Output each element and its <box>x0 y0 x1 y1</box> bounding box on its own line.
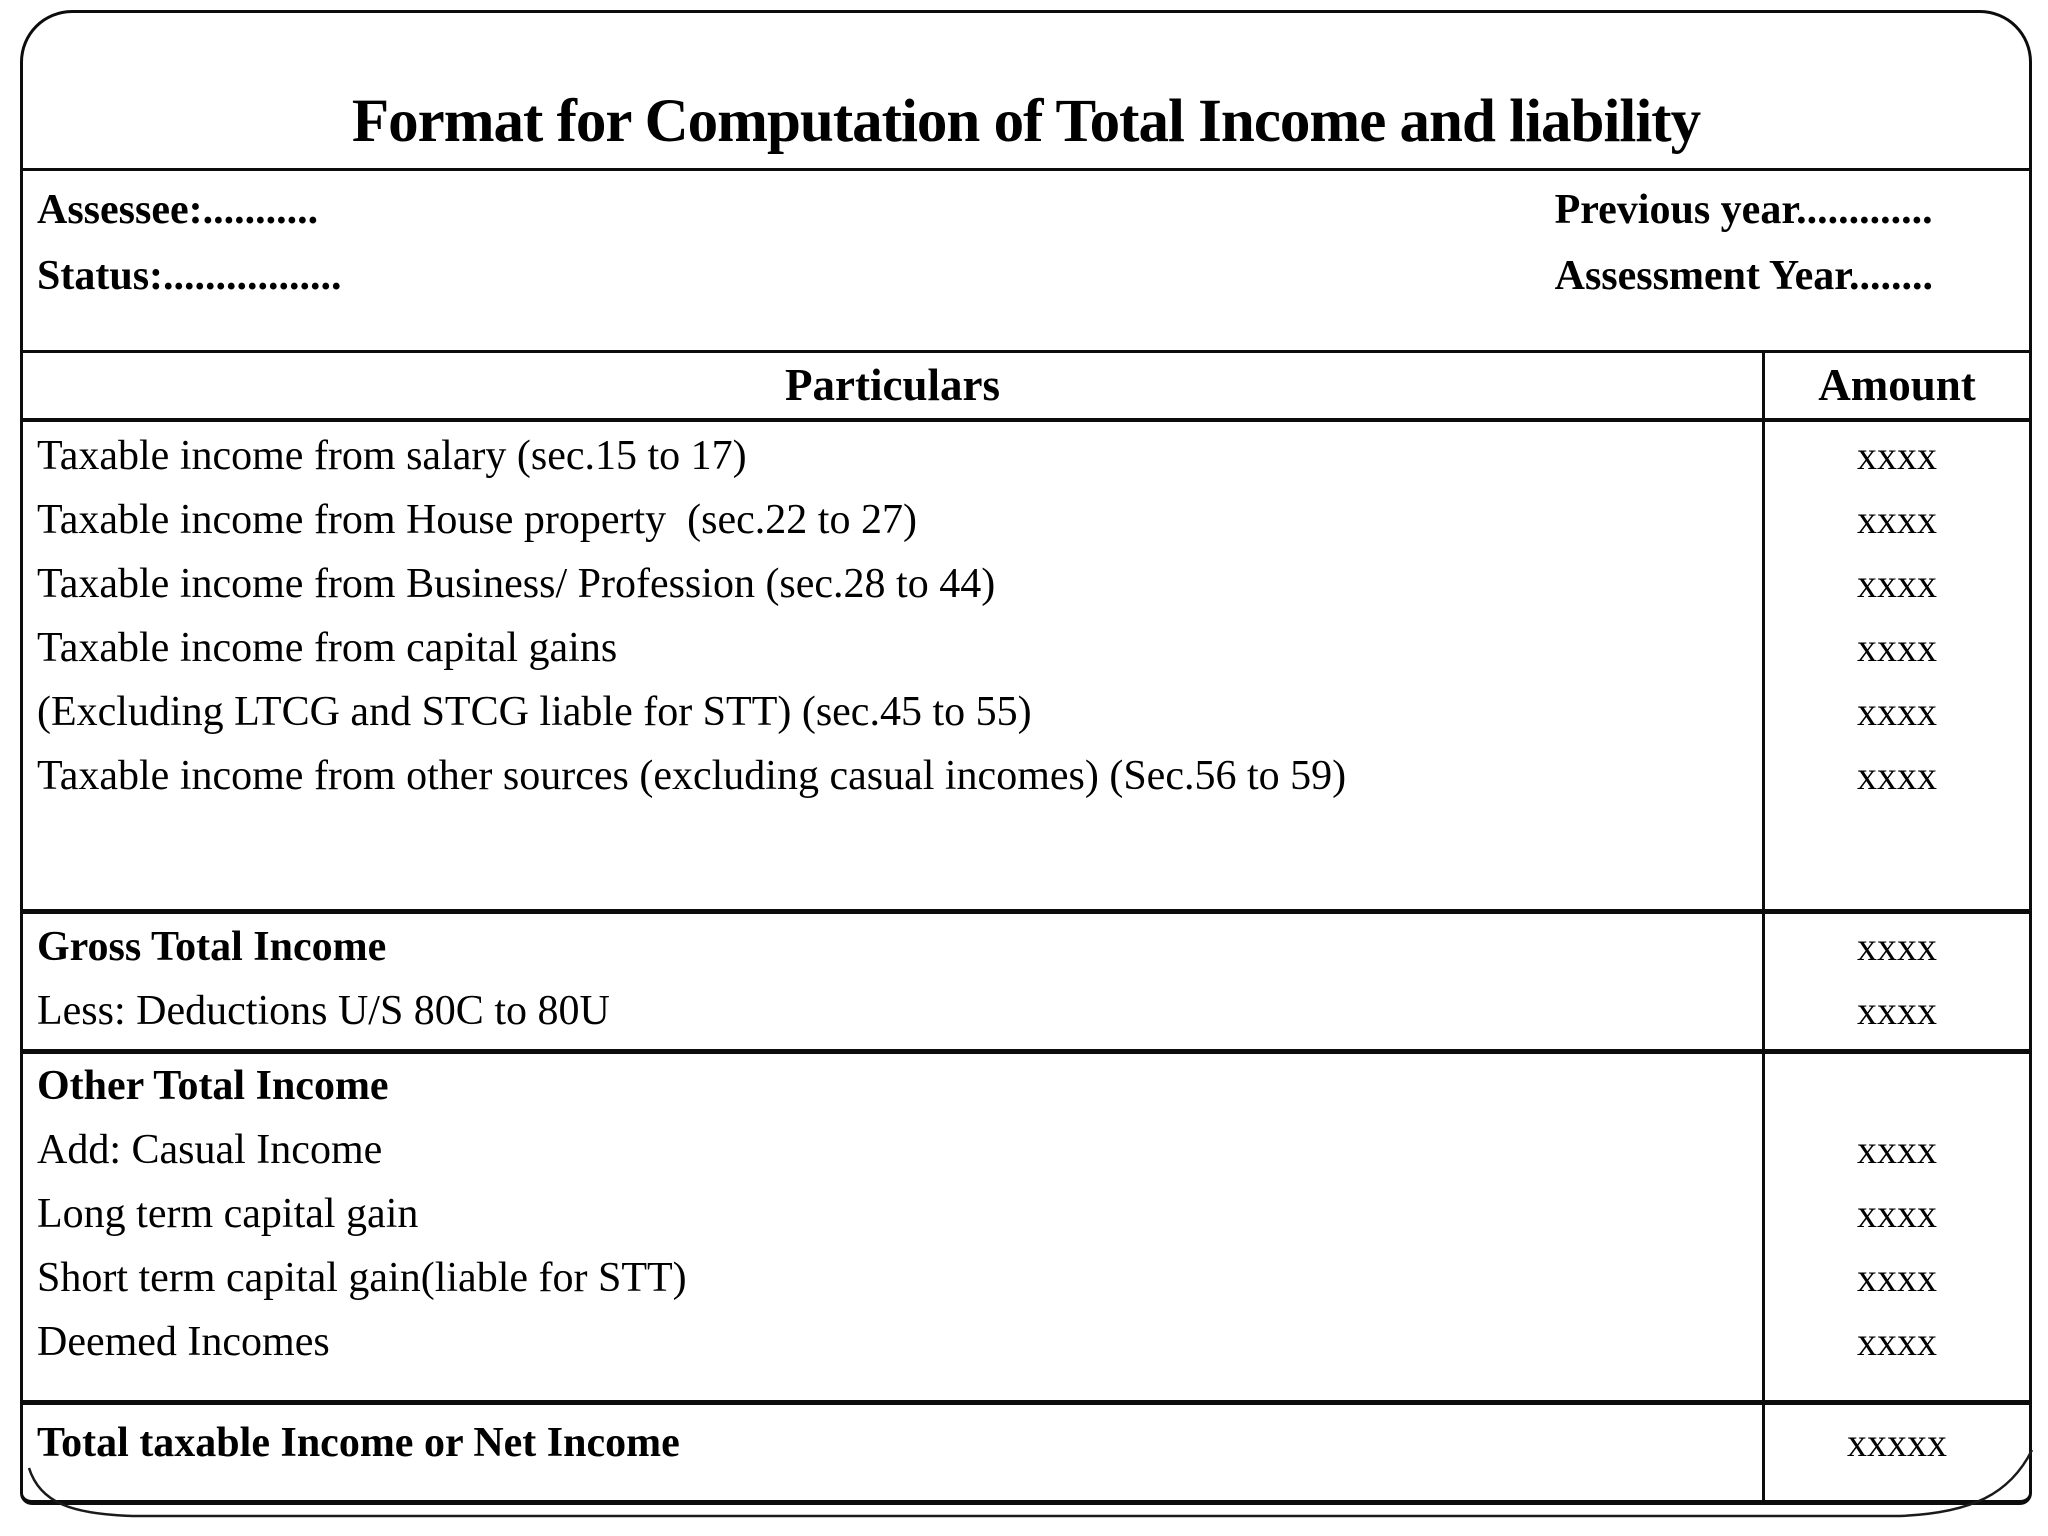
title-row: Format for Computation of Total Income a… <box>23 13 2029 171</box>
income-row-label: Taxable income from salary (sec.15 to 17… <box>37 433 747 479</box>
net-total-income-label: Total taxable Income or Net Income <box>37 1420 680 1466</box>
income-row-label: (Excluding LTCG and STCG liable for STT)… <box>37 689 1032 735</box>
income-row-label: Taxable income from Business/ Profession… <box>37 561 996 607</box>
deemed-incomes-label: Deemed Incomes <box>37 1319 330 1365</box>
long-term-capital-gain-label: Long term capital gain <box>37 1191 419 1237</box>
deductions-label: Less: Deductions U/S 80C to 80U <box>37 988 610 1034</box>
income-row-amount: xxxx <box>1857 497 1937 542</box>
income-row-amount: xxxx <box>1857 625 1937 670</box>
income-row-amount: xxxx <box>1857 753 1937 798</box>
income-row-amount: xxxx <box>1857 561 1937 606</box>
income-row-amount: xxxx <box>1857 689 1937 734</box>
section-gross-total-amounts: xxxx xxxx <box>1762 914 2029 1049</box>
short-term-capital-gain-label: Short term capital gain(liable for STT) <box>37 1255 687 1301</box>
section-gross-total-labels: Gross Total Income Less: Deductions U/S … <box>23 914 1762 1049</box>
previous-year-label: Previous year............. <box>1554 187 1933 233</box>
status-label: Status:................. <box>37 253 342 299</box>
section-other-total-amounts: xxxx xxxx xxxx xxxx <box>1762 1054 2029 1400</box>
section-other-total-labels: Other Total Income Add: Casual Income Lo… <box>23 1054 1762 1400</box>
assessee-info-section: Assessee:........... Status:............… <box>23 171 2029 353</box>
table-header-row: Particulars Amount <box>23 353 2029 422</box>
assessee-label: Assessee:........... <box>37 187 319 233</box>
info-left-column: Assessee:........... Status:............… <box>37 177 342 350</box>
income-table: Particulars Amount Taxable income from s… <box>23 353 2029 1500</box>
header-particulars: Particulars <box>785 360 1000 410</box>
net-total-income-amount: xxxxx <box>1847 1420 1947 1465</box>
other-total-income-amount <box>1765 1054 2029 1118</box>
section-net-total: Total taxable Income or Net Income xxxxx <box>23 1405 2029 1500</box>
header-amount: Amount <box>1762 353 2029 418</box>
income-row-label: Taxable income from other sources (exclu… <box>37 753 1347 799</box>
section-income-heads-amounts: xxxx xxxx xxxx xxxx xxxx xxxx <box>1762 422 2029 909</box>
section-other-total: Other Total Income Add: Casual Income Lo… <box>23 1054 2029 1405</box>
deemed-incomes-amount: xxxx <box>1857 1319 1937 1364</box>
short-term-capital-gain-amount: xxxx <box>1857 1255 1937 1300</box>
other-total-income-label: Other Total Income <box>37 1063 389 1109</box>
long-term-capital-gain-amount: xxxx <box>1857 1191 1937 1236</box>
casual-income-amount: xxxx <box>1857 1127 1937 1172</box>
income-row-label: Taxable income from capital gains <box>37 625 618 671</box>
section-net-total-amounts: xxxxx <box>1762 1405 2029 1500</box>
income-row-amount: xxxx <box>1857 433 1937 478</box>
assessment-year-label: Assessment Year........ <box>1554 253 1933 299</box>
income-row-label: Taxable income from House property (sec.… <box>37 497 917 543</box>
gross-total-income-amount: xxxx <box>1857 924 1937 969</box>
casual-income-label: Add: Casual Income <box>37 1127 383 1173</box>
deductions-amount: xxxx <box>1857 988 1937 1033</box>
section-income-heads-labels: Taxable income from salary (sec.15 to 17… <box>23 422 1762 909</box>
document-card: Format for Computation of Total Income a… <box>20 10 2032 1505</box>
page-title: Format for Computation of Total Income a… <box>351 88 1701 155</box>
section-gross-total: Gross Total Income Less: Deductions U/S … <box>23 914 2029 1054</box>
info-right-column: Previous year............. Assessment Ye… <box>1555 177 1933 350</box>
section-income-heads: Taxable income from salary (sec.15 to 17… <box>23 422 2029 914</box>
section-net-total-labels: Total taxable Income or Net Income <box>23 1405 1762 1500</box>
gross-total-income-label: Gross Total Income <box>37 924 387 970</box>
